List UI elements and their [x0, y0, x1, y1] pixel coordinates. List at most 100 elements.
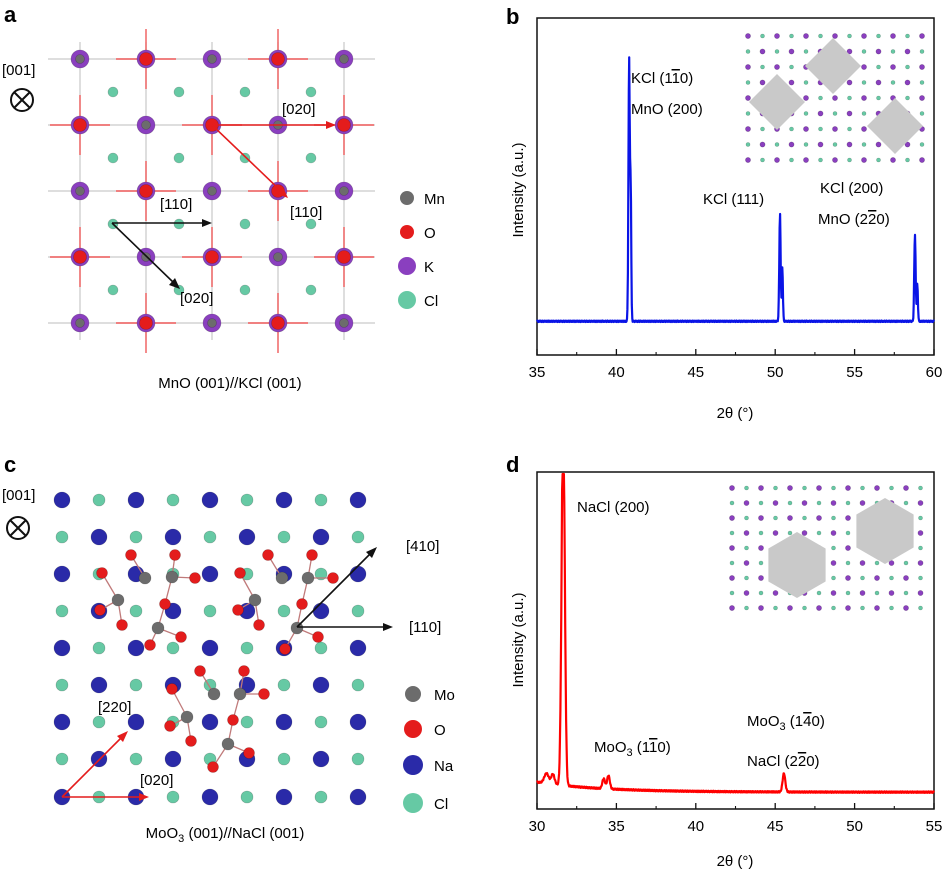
mno-crystal-diamond: [867, 98, 923, 154]
k-dot: [919, 33, 925, 39]
mno-crystal-diamond: [805, 38, 861, 94]
arrowhead: [202, 219, 212, 227]
cl-atom: [351, 752, 365, 766]
cl-dot: [831, 515, 836, 521]
cl-dot: [744, 515, 749, 521]
cl-atom: [166, 641, 180, 655]
x-tick-label: 55: [926, 818, 943, 835]
cross-circle-icon: [6, 516, 30, 540]
na-dot: [787, 605, 793, 611]
cl-dot: [758, 590, 764, 596]
x-tick-label: 50: [846, 818, 863, 835]
k-dot: [890, 64, 896, 70]
cl-dot: [874, 590, 880, 596]
panel-d-annotations: NaCl (200) MoO3 (110) MoO3 (140) NaCl (2…: [577, 499, 825, 770]
na-dot: [743, 500, 750, 506]
o-atom: [234, 567, 246, 579]
panel-c-legend: Mo O Na Cl: [403, 686, 455, 813]
panel-c-arrows: [410] [110] [220] [020]: [61, 538, 441, 801]
cl-atom: [55, 678, 69, 692]
na-dot: [729, 515, 735, 521]
o-atom: [271, 52, 285, 66]
arrow-label-110: [110]: [290, 204, 322, 221]
k-dot: [788, 141, 795, 148]
legend-dot-k: [398, 257, 416, 275]
cl-atom: [203, 604, 217, 618]
cl-dot: [876, 157, 881, 163]
cl-dot: [802, 485, 807, 491]
na-dot: [830, 530, 837, 536]
cl-dot: [860, 485, 865, 491]
o-atom: [227, 714, 239, 726]
panel-a-lattice: [48, 29, 375, 353]
cl-atom: [314, 641, 328, 655]
legend-mn: Mn: [424, 191, 445, 208]
cl-dot: [890, 80, 896, 85]
k-dot: [774, 64, 780, 70]
na-dot: [772, 500, 779, 506]
annot-mno-2-20: MnO (220): [818, 211, 890, 228]
cl-atom: [173, 152, 185, 164]
cl-dot: [905, 157, 910, 163]
arrowhead: [139, 793, 149, 801]
na-dot: [816, 605, 822, 611]
mo-atom: [233, 687, 247, 701]
arrowhead: [277, 187, 288, 198]
o-atom: [159, 598, 171, 610]
na-atom: [201, 788, 219, 806]
legend-dot-mo: [405, 686, 421, 702]
na-dot: [903, 605, 909, 611]
na-atom: [312, 602, 330, 620]
cl-atom: [92, 641, 106, 655]
o-atom: [73, 250, 87, 264]
cl-atom: [129, 530, 143, 544]
cl-dot: [745, 142, 751, 147]
cl-atom: [240, 641, 254, 655]
k-dot: [832, 126, 838, 132]
cl-atom: [314, 790, 328, 804]
k-dot: [875, 79, 882, 86]
na-atom: [90, 528, 108, 546]
arrow-label-110-c: [110]: [409, 619, 441, 636]
na-atom: [349, 639, 367, 657]
x-tick-label: 45: [767, 818, 784, 835]
k-dot: [745, 126, 751, 132]
na-atom: [53, 565, 71, 583]
na-dot: [888, 590, 895, 596]
cl-dot: [816, 590, 822, 596]
o-atom: [125, 549, 137, 561]
panel-c-axis-label: [001]: [2, 487, 35, 504]
moo3-crystal-hexagon: [856, 498, 914, 564]
cl-dot: [831, 575, 836, 581]
cl-atom: [239, 152, 251, 164]
cl-atom: [239, 218, 251, 230]
cl-dot: [890, 49, 896, 54]
k-dot: [759, 141, 766, 148]
k-dot: [919, 157, 925, 163]
cl-atom: [240, 790, 254, 804]
k-dot: [774, 33, 780, 39]
k-dot: [861, 33, 867, 39]
cl-dot: [789, 33, 794, 39]
k-dot: [846, 110, 853, 117]
na-atom: [53, 639, 71, 657]
cl-dot: [847, 126, 852, 132]
x-tick-label: 35: [608, 818, 625, 835]
legend-o: O: [424, 225, 436, 242]
cl-atom: [277, 604, 291, 618]
na-dot: [743, 530, 750, 536]
na-dot: [787, 515, 793, 521]
cl-dot: [816, 530, 822, 536]
na-dot: [801, 530, 808, 536]
na-dot: [729, 485, 735, 491]
na-dot: [758, 515, 764, 521]
cl-atom: [55, 604, 69, 618]
na-dot: [874, 575, 880, 581]
na-dot: [729, 605, 735, 611]
cl-dot: [818, 157, 823, 163]
cl-dot: [803, 80, 809, 85]
cl-dot: [889, 575, 894, 581]
na-dot: [845, 575, 851, 581]
o-atom: [194, 665, 206, 677]
o-atom: [189, 572, 201, 584]
